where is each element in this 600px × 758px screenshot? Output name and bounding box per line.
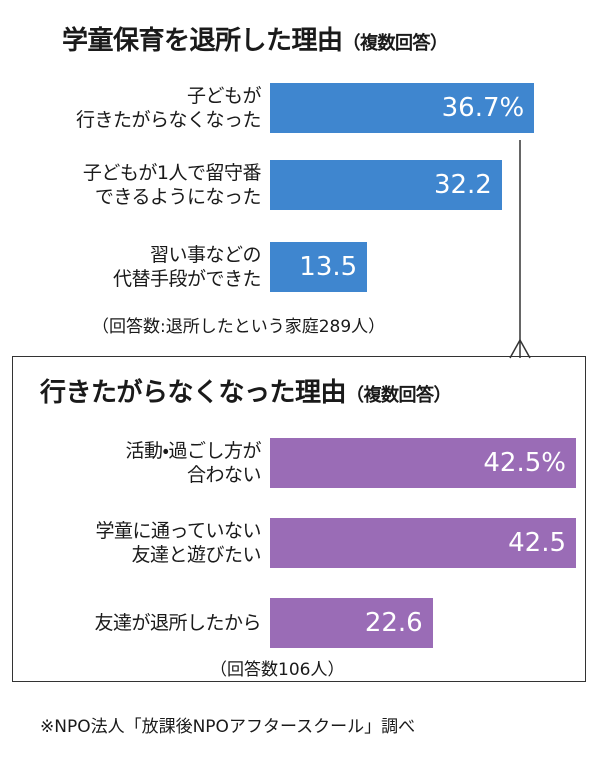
subtitle: （複数回答）: [346, 385, 452, 406]
chart-note: （回答数106人）: [210, 660, 345, 680]
chart-title: 行きたがらなくなった理由（複数回答）: [40, 372, 452, 409]
bar: 36.7%: [270, 83, 535, 133]
bar: 42.5: [270, 518, 576, 568]
value-label: 36.7%: [441, 93, 525, 123]
value-label: 32.2: [433, 170, 492, 200]
bar: 13.5: [270, 242, 368, 292]
category-label: 活動・過ごし方が 合わない: [125, 440, 262, 486]
title-text: 行きたがらなくなった理由: [40, 378, 347, 408]
category-label: 習い事などの 代替手段ができた: [112, 244, 262, 290]
source-note: ※NPO法人「放課後NPOアフタースクール」調べ: [40, 717, 416, 737]
category-label: 子どもが1人で留守番 できるようになった: [82, 162, 262, 208]
subtitle: （複数回答）: [342, 33, 449, 54]
bar: 22.6: [270, 598, 433, 648]
value-label: 13.5: [299, 252, 358, 282]
category-label: 友達が退所したから: [94, 612, 261, 634]
bar: 42.5%: [270, 438, 576, 488]
connector-wedge: [509, 338, 531, 359]
value-label: 42.5: [508, 528, 566, 558]
category-label: 子どもが 行きたがらなくなった: [75, 85, 262, 131]
title-text: 学童保育を退所した理由: [62, 26, 343, 56]
chart-title: 学童保育を退所した理由（複数回答）: [62, 20, 448, 57]
sub-chart-frame: [12, 356, 586, 682]
value-label: 22.6: [364, 608, 423, 638]
bar: 32.2: [270, 160, 502, 210]
value-label: 42.5%: [483, 448, 566, 478]
category-label: 学童に通っていない 友達と遊びたい: [95, 520, 261, 566]
chart-note: （回答数:退所したという家庭289人）: [92, 317, 386, 337]
